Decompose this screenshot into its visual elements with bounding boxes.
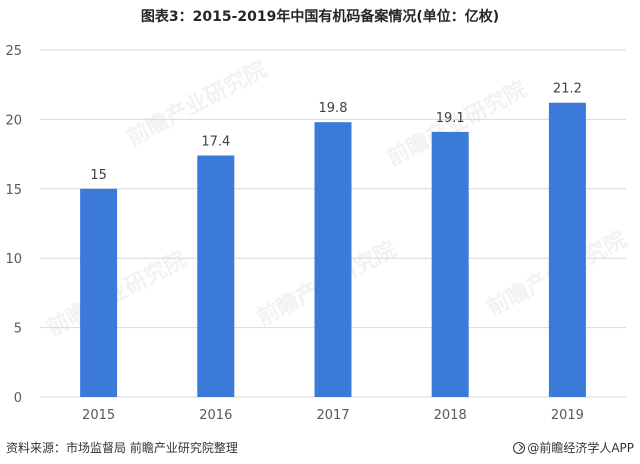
- bar-2019: [548, 102, 586, 397]
- y-tick-label: 5: [14, 322, 22, 337]
- y-tick-label: 0: [14, 391, 22, 406]
- x-tick-label-2016: 2016: [199, 408, 232, 423]
- x-tick-label-2017: 2017: [316, 408, 349, 423]
- brand-logo-icon: [513, 441, 526, 454]
- chart-title: 图表3：2015-2019年中国有机码备案情况(单位：亿枚): [140, 9, 500, 25]
- value-label-2019: 21.2: [553, 82, 582, 97]
- value-label-2018: 19.1: [436, 111, 465, 126]
- brand-credit: @前瞻经济学人APP: [513, 439, 634, 456]
- value-label-2015: 15: [90, 168, 107, 183]
- bar-2015: [80, 188, 118, 397]
- bar-2018: [431, 131, 469, 397]
- value-labels: 15 17.4 19.8 19.1 21.2: [90, 82, 582, 183]
- x-tick-label-2019: 2019: [551, 408, 584, 423]
- bar-2017: [314, 122, 352, 398]
- bars: [80, 102, 586, 398]
- x-axis: 2015 2016 2017 2018 2019: [82, 408, 584, 423]
- watermark-text: 前瞻产业研究院: [123, 56, 271, 151]
- brand-label: @前瞻经济学人APP: [527, 441, 634, 455]
- y-tick-label: 10: [5, 252, 22, 267]
- x-tick-label-2015: 2015: [82, 408, 115, 423]
- y-axis: 0 5 10 15 20 25: [5, 44, 22, 406]
- y-tick-label: 15: [5, 183, 22, 198]
- x-tick-label-2018: 2018: [434, 408, 467, 423]
- bar-2016: [197, 155, 235, 397]
- y-tick-label: 25: [5, 44, 22, 59]
- value-label-2016: 17.4: [201, 134, 230, 149]
- y-tick-label: 20: [5, 113, 22, 128]
- source-note: 资料来源：市场监督局 前瞻产业研究院整理: [6, 441, 238, 455]
- value-label-2017: 19.8: [319, 101, 348, 116]
